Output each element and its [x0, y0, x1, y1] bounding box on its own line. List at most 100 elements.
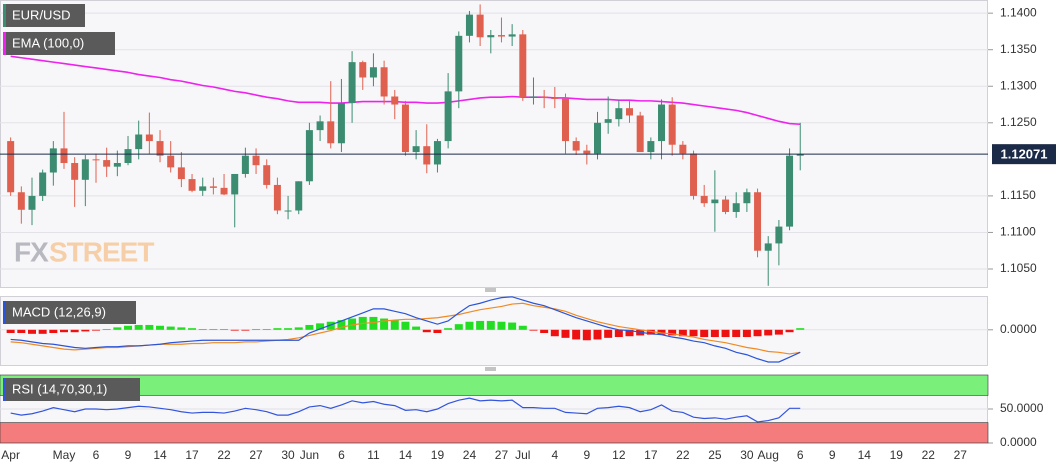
macd-histogram-bar: [625, 329, 634, 337]
candle-body: [711, 199, 719, 204]
x-tick-label: 24: [463, 448, 477, 462]
candle-body: [167, 155, 175, 168]
label-strip: [3, 301, 6, 324]
candle-body: [540, 96, 548, 98]
candle-body: [626, 108, 634, 116]
x-tick-label: 9: [125, 448, 132, 462]
x-tick-label: May: [53, 448, 76, 462]
macd-histogram-bar: [92, 329, 101, 331]
candle-body: [786, 155, 794, 227]
candle-body: [508, 34, 516, 37]
macd-histogram-bar: [529, 329, 538, 331]
x-tick-label: Apr: [1, 448, 20, 462]
rsi-band: [0, 374, 989, 396]
rsi-line: [10, 397, 801, 423]
candle-body: [775, 226, 783, 244]
rsi-band: [0, 422, 989, 444]
x-tick-label: 14: [153, 448, 167, 462]
macd-histogram-bar: [49, 329, 58, 334]
candle-body: [327, 121, 335, 144]
macd-histogram-bar: [113, 327, 122, 330]
macd-histogram-bar: [102, 328, 111, 330]
macd-histogram-bar: [209, 328, 218, 330]
macd-histogram-bar: [561, 329, 570, 338]
candle-body: [465, 14, 473, 36]
macd-histogram-bar: [145, 324, 154, 330]
macd-histogram-bar: [316, 323, 325, 330]
candle-body: [764, 243, 772, 251]
candle-body: [647, 141, 655, 153]
macd-histogram-bar: [465, 321, 474, 330]
macd-histogram-bar: [678, 329, 687, 337]
candle-body: [316, 121, 324, 131]
candle-body: [39, 172, 47, 196]
panel-title: EUR/USD: [12, 7, 71, 22]
macd-histogram-bar: [230, 329, 239, 331]
label-strip: [3, 32, 6, 55]
x-tick-label: 17: [185, 448, 199, 462]
macd-histogram-bar: [422, 329, 431, 333]
macd-histogram-bar: [796, 328, 805, 330]
macd-histogram-bar: [582, 329, 591, 341]
macd-histogram-bar: [764, 329, 773, 336]
macd-histogram-bar: [774, 329, 783, 335]
x-tick-label: Jun: [300, 448, 319, 462]
candle-body: [551, 97, 559, 99]
current-price-box: [992, 144, 1056, 165]
x-tick-label: 22: [922, 448, 936, 462]
macd-histogram-bar: [518, 325, 527, 330]
candle-body: [252, 155, 260, 166]
x-tick-label: 6: [338, 448, 345, 462]
candle-body: [444, 91, 452, 142]
x-tick-label: 17: [644, 448, 658, 462]
macd-histogram-bar: [17, 329, 26, 334]
macd-histogram-bar: [241, 329, 250, 331]
macd-histogram-bar: [540, 329, 549, 334]
macd-histogram-bar: [6, 329, 15, 334]
candle-body: [145, 134, 153, 142]
candle-body: [636, 115, 644, 153]
macd-histogram-bar: [337, 320, 346, 330]
macd-histogram-bar: [721, 329, 730, 338]
macd-histogram-bar: [166, 326, 175, 330]
x-tick-label: 12: [612, 448, 626, 462]
candle-body: [135, 134, 143, 150]
macd-histogram-bar: [604, 329, 613, 338]
candle-body: [529, 96, 537, 98]
candle-body: [113, 163, 121, 167]
candle-body: [231, 173, 239, 195]
macd-histogram-bar: [668, 329, 677, 336]
macd-histogram-bar: [785, 329, 794, 333]
x-tick-label: 27: [249, 448, 263, 462]
macd-histogram-bar: [220, 328, 229, 330]
x-tick-label: 11: [367, 448, 380, 462]
macd-histogram-bar: [273, 328, 282, 330]
macd-histogram-bar: [60, 329, 68, 333]
candle-body: [359, 62, 367, 78]
candle-body: [594, 122, 601, 154]
macd-histogram-bar: [134, 324, 143, 330]
label-box: [3, 378, 140, 401]
macd-histogram-bar: [742, 329, 751, 338]
candle-body: [124, 149, 132, 164]
candle-body: [273, 184, 281, 211]
candle-body: [722, 199, 730, 212]
macd-histogram-bar: [476, 320, 485, 330]
watermark: FX: [14, 236, 49, 267]
macd-histogram-bar: [262, 328, 271, 330]
macd-histogram-bar: [177, 327, 186, 330]
x-tick-label: 6: [93, 448, 100, 462]
candle-body: [177, 167, 185, 180]
candle-body: [156, 141, 164, 156]
macd-histogram-bar: [188, 328, 197, 330]
y-tick-label: 0.0000: [1000, 322, 1037, 336]
x-tick-label: 22: [676, 448, 690, 462]
macd-histogram-bar: [294, 327, 303, 330]
macd-histogram-bar: [486, 320, 495, 330]
candle-body: [433, 141, 441, 165]
macd-histogram-bar: [401, 321, 410, 330]
y-tick-label: 1.1250: [1000, 115, 1037, 129]
candle-body: [103, 160, 111, 167]
candle-body: [337, 103, 345, 144]
